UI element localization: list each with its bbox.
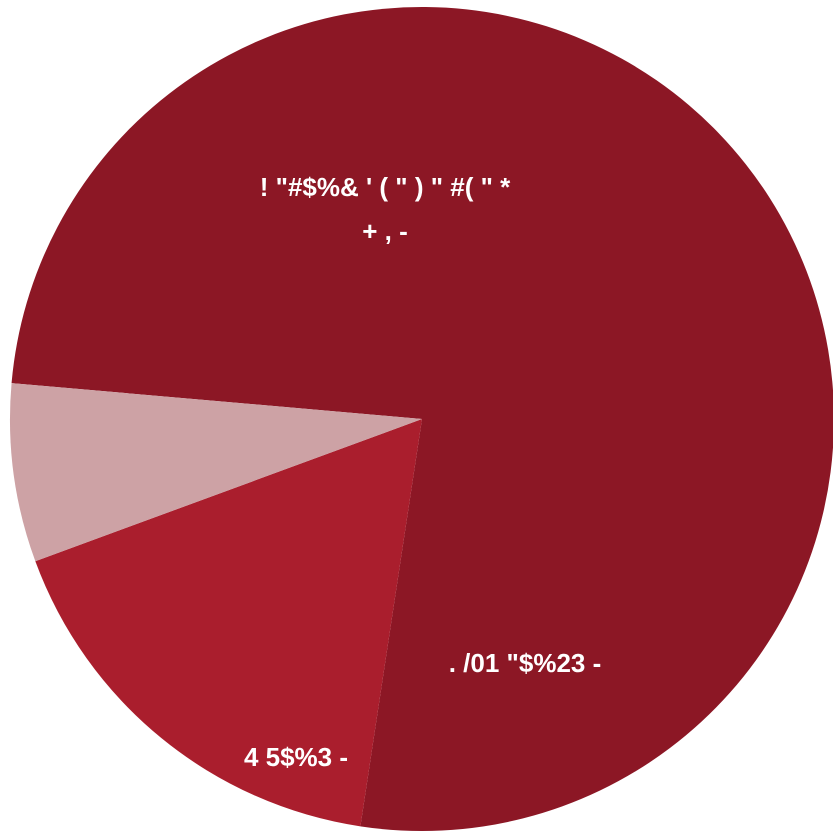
pie-slice-1 [11,7,833,831]
pie-labels: ! "#$%& ' ( " ) " #( " * + , - . /01 "$%23… [244,172,601,772]
pie-slices [9,7,833,831]
slice-label-1-line-2: + , - [362,216,408,246]
pie-slice-3 [9,383,422,562]
slice-label-3-line-1: 4 5$%3 - [244,742,348,772]
slice-label-1-line-1: ! "#$%& ' ( " ) " #( " * [260,172,511,202]
pie-slice-2 [35,419,422,827]
slice-label-2-line-1: . /01 "$%23 - [449,648,602,678]
